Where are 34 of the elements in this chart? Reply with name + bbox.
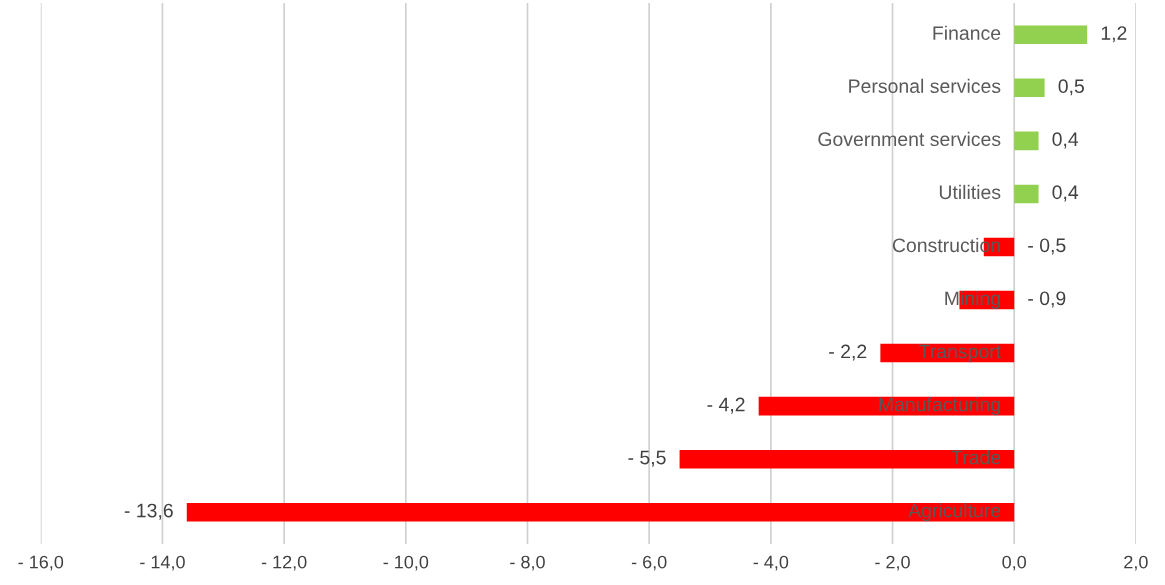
data-label: - 2,2 [829,344,867,361]
x-tick-label: 0,0 [1002,555,1027,571]
x-tick-label: - 16,0 [18,555,64,571]
data-label: - 13,6 [124,503,173,520]
x-tick-label: - 14,0 [140,555,185,571]
data-label: - 5,5 [628,450,666,467]
y-tick-label: Agriculture [908,503,1001,522]
bar [679,449,1015,469]
data-label: - 0,9 [1028,291,1066,308]
data-label: 0,4 [1052,185,1079,202]
x-tick-label: - 2,0 [875,555,910,571]
data-label: - 4,2 [707,397,745,414]
x-tick-label: 2,0 [1124,555,1148,571]
data-label: 0,5 [1058,79,1084,96]
y-tick-label: Finance [933,25,1001,40]
data-label: 1,2 [1101,26,1127,43]
x-tick-label: - 8,0 [510,555,545,571]
data-label: 0,4 [1052,132,1079,149]
x-tick-label: - 12,0 [261,555,307,571]
bar [1014,184,1039,204]
x-tick-label: - 6,0 [631,555,667,571]
x-tick-label: - 4,0 [753,555,789,571]
data-label: - 0,5 [1028,238,1066,255]
bar [1014,78,1045,98]
y-tick-label: Personal services [849,78,1001,94]
y-tick-label: Manufacturing [879,397,1000,416]
y-tick-label: Government services [818,131,1001,147]
y-tick-label: Utilities [939,184,1001,200]
bar [1014,25,1088,45]
bar [1014,131,1039,151]
y-tick-label: Transport [919,344,1001,363]
bar [186,502,1015,522]
x-tick-label: - 10,0 [383,555,429,571]
y-tick-label: Trade [951,450,1001,465]
